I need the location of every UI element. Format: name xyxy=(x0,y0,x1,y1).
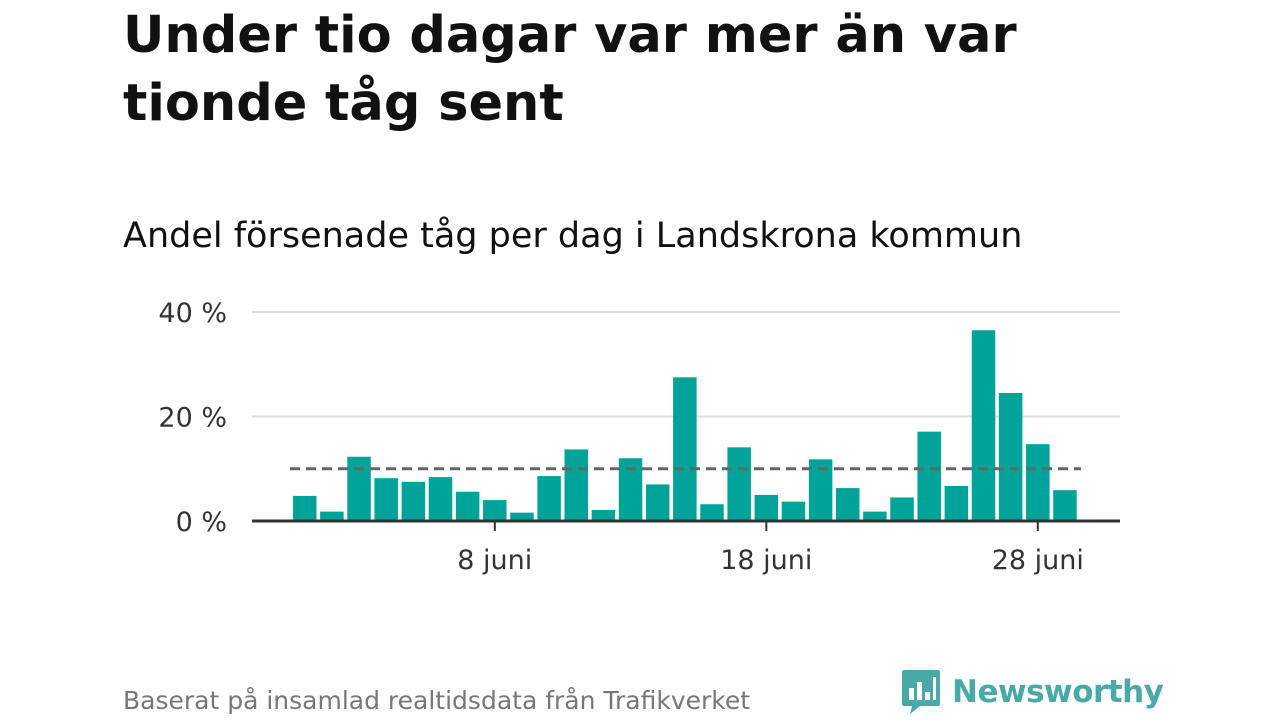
bar-day-18 xyxy=(754,494,779,521)
bar-day-2 xyxy=(320,511,344,521)
bar-day-13 xyxy=(618,458,643,521)
bar-day-23 xyxy=(890,497,914,521)
bar-day-1 xyxy=(293,495,317,521)
bar-day-29 xyxy=(1053,490,1077,521)
bar-day-5 xyxy=(401,481,426,521)
source-note: Baserat på insamlad realtidsdata från Tr… xyxy=(123,686,751,715)
bar-day-15 xyxy=(673,377,697,521)
bar-day-11 xyxy=(564,449,588,521)
bar-day-12 xyxy=(591,510,616,521)
bar-day-3 xyxy=(347,456,371,521)
bar-day-22 xyxy=(863,511,887,521)
bar-day-27 xyxy=(998,392,1023,521)
brand-name: Newsworthy xyxy=(952,674,1164,710)
bar-day-21 xyxy=(836,488,860,521)
chart-title: Under tio dagar var mer än var tionde tå… xyxy=(123,6,1017,133)
bar-chart-speech-bubble-icon xyxy=(902,670,940,714)
bar-day-17 xyxy=(727,447,751,521)
bar-day-8 xyxy=(483,500,507,521)
bar-day-7 xyxy=(455,491,480,521)
bar-day-24 xyxy=(917,431,941,521)
bar-day-26 xyxy=(971,330,996,521)
bar-day-20 xyxy=(808,459,833,521)
brand-logo: Newsworthy xyxy=(900,668,1164,716)
bar-day-28 xyxy=(1026,444,1050,521)
bar-day-14 xyxy=(645,484,670,521)
x-tick-label: 18 juni xyxy=(720,545,812,576)
bar-day-9 xyxy=(510,512,534,521)
bar-day-19 xyxy=(781,501,806,521)
bar-day-16 xyxy=(700,504,724,521)
bar-chart: 0 % 20 % 40 % 8 juni 18 juni 28 juni xyxy=(158,298,1120,576)
bar-day-6 xyxy=(428,477,453,521)
y-tick-label: 20 % xyxy=(158,403,227,434)
bar-day-25 xyxy=(944,485,969,521)
y-tick-label: 40 % xyxy=(158,298,227,329)
x-tick-label: 28 juni xyxy=(992,545,1084,576)
x-tick-label: 8 juni xyxy=(457,545,532,576)
bar-day-4 xyxy=(374,478,398,521)
bar-day-10 xyxy=(537,476,561,521)
y-tick-label: 0 % xyxy=(176,507,227,538)
chart-subtitle: Andel försenade tåg per dag i Landskrona… xyxy=(123,216,1023,256)
